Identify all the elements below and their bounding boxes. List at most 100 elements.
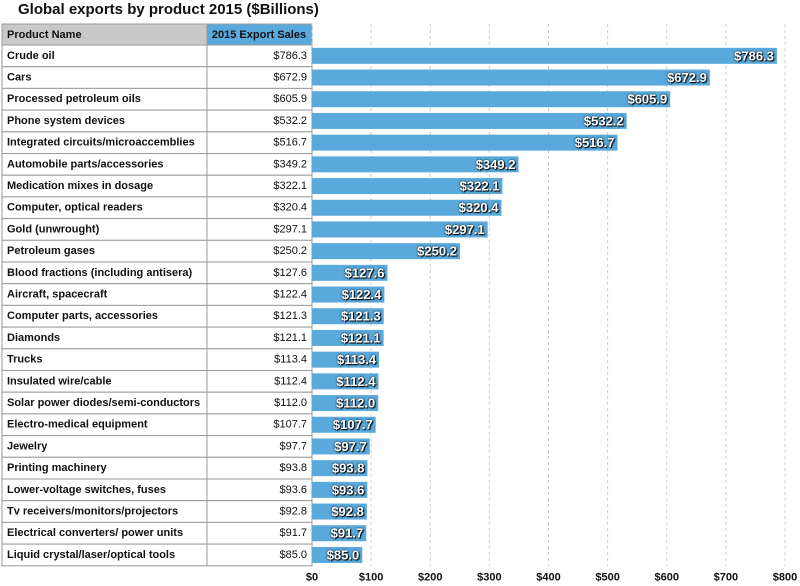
value-label: $97.7: [334, 439, 367, 454]
export-sales: $91.7: [279, 527, 307, 539]
bar: [312, 112, 627, 129]
product-name: Cars: [7, 71, 31, 83]
bar: [312, 503, 367, 520]
value-label: $112.0: [336, 395, 375, 410]
value-label: $532.2: [584, 113, 624, 128]
value-label: $127.6: [345, 265, 385, 280]
product-name: Insulated wire/cable: [7, 375, 112, 387]
bar: [312, 264, 388, 281]
value-label: $93.6: [332, 482, 365, 497]
value-label: $672.9: [667, 70, 707, 85]
product-name: Electro-medical equipment: [7, 419, 148, 431]
bar: [312, 243, 460, 260]
export-sales: $516.7: [273, 137, 307, 149]
value-label: $516.7: [575, 135, 615, 150]
product-name: Computer parts, accessories: [7, 310, 158, 322]
x-tick-label: $400: [536, 572, 560, 584]
bar: [312, 69, 710, 86]
export-sales: $121.3: [273, 310, 307, 322]
export-sales: $532.2: [273, 115, 307, 127]
value-label: $122.4: [342, 287, 383, 302]
product-name: Automobile parts/accessories: [7, 158, 164, 170]
x-tick-label: $300: [477, 572, 501, 584]
export-sales: $107.7: [273, 419, 307, 431]
value-label: $107.7: [333, 417, 373, 432]
bar: [312, 416, 376, 433]
product-name: Medication mixes in dosage: [7, 180, 153, 192]
product-name: Jewelry: [7, 440, 48, 452]
value-label: $92.8: [331, 504, 364, 519]
bar: [312, 91, 671, 108]
x-tick-label: $500: [595, 572, 619, 584]
export-sales: $93.6: [279, 484, 307, 496]
product-name: Crude oil: [7, 50, 55, 62]
value-label: $605.9: [627, 92, 667, 107]
value-label: $320.4: [459, 200, 500, 215]
value-label: $349.2: [476, 157, 516, 172]
x-tick-label: $800: [773, 572, 797, 584]
bar: [312, 373, 379, 390]
value-label: $121.3: [341, 309, 381, 324]
product-name: Aircraft, spacecraft: [7, 288, 108, 300]
export-sales: $127.6: [273, 267, 307, 279]
x-tick-label: $600: [655, 572, 679, 584]
bar: [312, 481, 368, 498]
value-label: $91.7: [331, 526, 364, 541]
product-name: Printing machinery: [7, 462, 108, 474]
product-name: Gold (unwrought): [7, 223, 100, 235]
bar: [312, 308, 384, 325]
export-sales: $250.2: [273, 245, 307, 257]
product-name: Petroleum gases: [7, 245, 95, 257]
export-sales: $349.2: [273, 158, 307, 170]
product-name: Trucks: [7, 354, 42, 366]
export-sales: $122.4: [273, 288, 307, 300]
export-sales: $322.1: [273, 180, 307, 192]
product-name: Processed petroleum oils: [7, 93, 141, 105]
bar: [312, 395, 379, 412]
bar: [312, 351, 380, 368]
bar: [312, 199, 502, 216]
value-label: $113.4: [337, 352, 377, 367]
value-label: $112.4: [336, 374, 376, 389]
table-cell: [1, 66, 208, 89]
product-name: Computer, optical readers: [7, 202, 143, 214]
export-sales: $97.7: [279, 440, 307, 452]
bar: [312, 546, 363, 563]
value-label: $121.1: [341, 330, 381, 345]
value-label: $85.0: [327, 547, 360, 562]
bar: [312, 178, 503, 195]
bar: [312, 329, 384, 346]
product-name: Blood fractions (including antisera): [7, 267, 193, 279]
x-tick-label: $200: [418, 572, 442, 584]
x-tick-label: $700: [714, 572, 738, 584]
bar: [312, 438, 370, 455]
bar: [312, 221, 488, 238]
bar: [312, 156, 519, 173]
bar: [312, 134, 618, 151]
export-sales: $121.1: [273, 332, 307, 344]
export-sales: $92.8: [279, 505, 307, 517]
value-label: $93.8: [332, 461, 365, 476]
table-header: 2015 Export Sales: [212, 29, 306, 41]
product-name: Diamonds: [7, 332, 60, 344]
export-sales: $112.4: [274, 375, 307, 387]
value-label: $786.3: [734, 48, 774, 63]
bar: [312, 286, 385, 303]
product-name: Phone system devices: [7, 115, 125, 127]
export-sales: $85.0: [279, 549, 307, 561]
x-tick-label: $100: [359, 572, 383, 584]
chart-title: Global exports by product 2015 ($Billion…: [18, 1, 319, 18]
product-name: Liquid crystal/laser/optical tools: [7, 549, 175, 561]
export-sales: $605.9: [273, 93, 307, 105]
bar: [312, 47, 777, 64]
export-sales: $112.0: [274, 397, 307, 409]
export-sales: $320.4: [273, 202, 307, 214]
x-tick-label: $0: [306, 572, 318, 584]
bar: [312, 460, 368, 477]
export-sales: $93.8: [279, 462, 307, 474]
export-sales: $672.9: [273, 71, 307, 83]
export-sales: $297.1: [273, 223, 307, 235]
bar: [312, 525, 367, 542]
value-label: $250.2: [417, 244, 457, 259]
